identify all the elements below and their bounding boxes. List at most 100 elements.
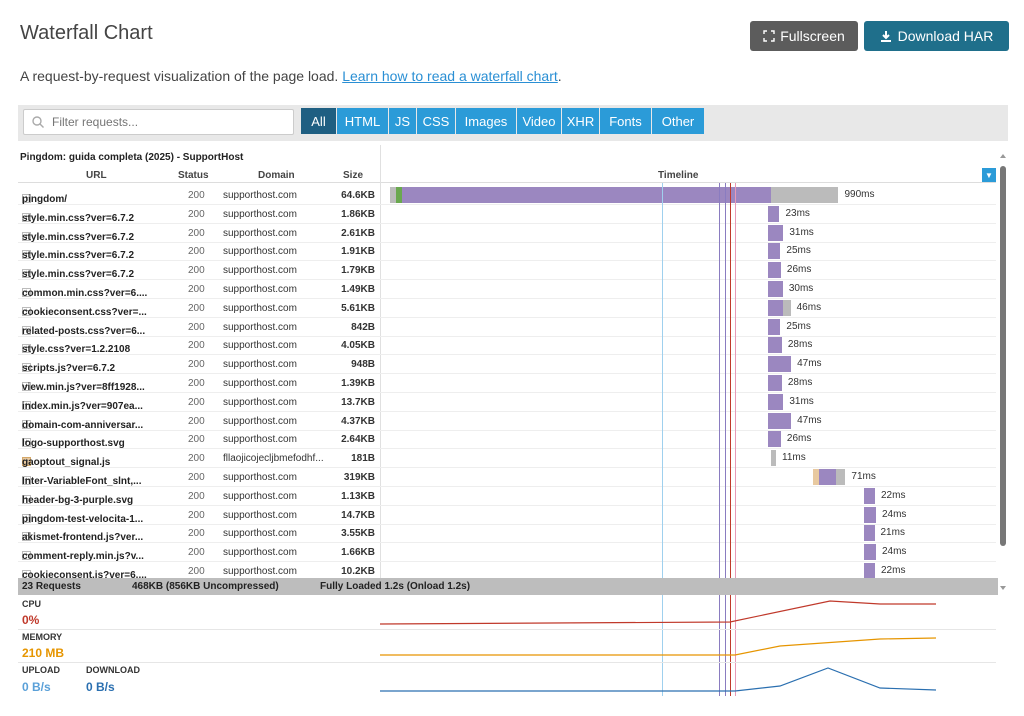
filter-tab-css[interactable]: CSS: [417, 108, 455, 134]
table-row[interactable]: + Inter-VariableFont_slnt,... 200 supportho…: [18, 468, 996, 487]
filter-tab-all[interactable]: All: [301, 108, 336, 134]
learn-waterfall-link[interactable]: Learn how to read a waterfall chart: [342, 68, 558, 84]
wf-wait[interactable]: [768, 224, 784, 241]
wf-wait[interactable]: [818, 469, 836, 485]
table-row[interactable]: + related-posts.css?ver=6... 200 supporthos…: [18, 318, 996, 337]
filter-search[interactable]: [23, 109, 294, 135]
expand-icon[interactable]: +: [22, 344, 31, 354]
wf-wait[interactable]: [864, 563, 875, 579]
row-url-text: related-posts.css?ver=6...: [22, 325, 146, 337]
wf-wait[interactable]: [402, 187, 771, 203]
table-row[interactable]: + pingdom-test-velocita-1... 200 supporthos…: [18, 506, 996, 525]
wf-wait[interactable]: [768, 356, 792, 373]
row-status: 200: [188, 472, 205, 483]
col-url[interactable]: URL: [86, 170, 107, 181]
site-title: Pingdom: guida completa (2025) - Support…: [20, 152, 244, 163]
table-row[interactable]: + domain-com-anniversar... 200 supporthost.…: [18, 412, 996, 431]
wf-wait[interactable]: [768, 412, 792, 429]
filter-tab-html[interactable]: HTML: [337, 108, 388, 134]
table-row[interactable]: + gaoptout_signal.js 200 fllaojicojecljbmef…: [18, 449, 996, 469]
filter-tab-fonts[interactable]: Fonts: [600, 108, 651, 134]
expand-icon[interactable]: +: [22, 476, 31, 485]
wf-blocked[interactable]: [390, 187, 396, 203]
expand-icon[interactable]: +: [22, 513, 31, 523]
expand-icon[interactable]: +: [22, 325, 31, 335]
table-row[interactable]: + style.min.css?ver=6.7.2 200 supporthost.c…: [18, 242, 996, 262]
timing-marker-line: [734, 183, 736, 696]
row-domain: supporthost.com: [223, 396, 297, 408]
wf-wait[interactable]: [768, 431, 781, 448]
table-row[interactable]: + style.min.css?ver=6.7.2 200 supporthost.c…: [18, 205, 996, 224]
table-row[interactable]: + logo-supporthost.svg 200 supporthost.com 2…: [18, 430, 996, 450]
row-size: 3.55KB: [341, 528, 375, 540]
row-size: 1.86KB: [341, 208, 375, 220]
wf-wait[interactable]: [768, 318, 781, 335]
expand-icon[interactable]: +: [22, 363, 31, 373]
expand-icon[interactable]: +: [22, 419, 31, 429]
wf-wait[interactable]: [768, 375, 782, 391]
filter-input[interactable]: [50, 114, 274, 130]
expand-icon[interactable]: +: [22, 288, 31, 297]
download-har-button[interactable]: Download HAR: [864, 21, 1009, 51]
timeline-dropdown[interactable]: ▼: [982, 168, 996, 182]
expand-icon[interactable]: +: [22, 400, 31, 410]
table-row[interactable]: + style.css?ver=1.2.2108 200 supporthost.co…: [18, 336, 996, 356]
row-status: 200: [188, 190, 205, 201]
row-url-text: cookieconsent.js?ver=6....: [22, 570, 147, 581]
row-url-text: common.min.css?ver=6....: [22, 288, 148, 299]
wf-wait[interactable]: [768, 337, 782, 354]
expand-icon[interactable]: +: [22, 231, 31, 241]
wf-receive[interactable]: [782, 299, 791, 316]
wf-dns[interactable]: [396, 187, 402, 203]
wf-wait[interactable]: [768, 205, 780, 222]
filter-tab-other[interactable]: Other: [652, 108, 704, 134]
wf-wait[interactable]: [768, 243, 781, 260]
expand-icon[interactable]: +: [22, 551, 31, 561]
expand-icon[interactable]: +: [22, 194, 31, 203]
expand-icon[interactable]: +: [22, 457, 31, 467]
table-row[interactable]: + view.min.js?ver=8ff1928... 200 supporthos…: [18, 374, 996, 393]
col-domain[interactable]: Domain: [258, 170, 295, 181]
table-row[interactable]: + scripts.js?ver=6.7.2 200 supporthost.com 9…: [18, 355, 996, 375]
expand-icon[interactable]: +: [22, 269, 31, 279]
table-row[interactable]: + cookieconsent.css?ver=... 200 supporthost…: [18, 299, 996, 318]
expand-icon[interactable]: +: [22, 212, 31, 222]
wf-wait[interactable]: [864, 506, 876, 523]
col-size[interactable]: Size: [343, 170, 364, 181]
wf-wait[interactable]: [768, 281, 783, 297]
col-timeline[interactable]: Timeline: [658, 170, 699, 181]
table-row[interactable]: + style.min.css?ver=6.7.2 200 supporthost.c…: [18, 261, 996, 281]
filter-tab-video[interactable]: Video: [517, 108, 561, 134]
expand-icon[interactable]: +: [22, 382, 31, 391]
expand-icon[interactable]: +: [22, 494, 31, 504]
wf-time-label: 30ms: [788, 283, 814, 294]
wf-wait[interactable]: [864, 487, 875, 504]
filter-tab-images[interactable]: Images: [456, 108, 516, 134]
wf-blocked[interactable]: [812, 469, 819, 485]
table-row[interactable]: + header-bg-3-purple.svg 200 supporthost.co…: [18, 487, 996, 506]
wf-wait[interactable]: [864, 525, 875, 542]
wf-wait[interactable]: [864, 544, 876, 561]
filter-tab-xhr[interactable]: XHR: [562, 108, 599, 134]
wf-receive[interactable]: [770, 450, 777, 467]
wf-wait[interactable]: [768, 299, 783, 316]
wf-time-label: 31ms: [789, 395, 814, 407]
table-row[interactable]: + style.min.css?ver=6.7.2 200 supporthost.c…: [18, 224, 996, 243]
table-row[interactable]: + common.min.css?ver=6.... 200 supporthost.…: [18, 280, 996, 299]
table-row[interactable]: + comment-reply.min.js?v... 200 supporthost…: [18, 543, 996, 563]
expand-icon[interactable]: +: [22, 306, 31, 316]
filter-tab-js[interactable]: JS: [389, 108, 416, 134]
table-row[interactable]: + akismet-frontend.js?ver... 200 supporthos…: [18, 524, 996, 544]
expand-icon[interactable]: +: [22, 532, 31, 542]
wf-wait[interactable]: [768, 393, 784, 410]
fullscreen-button[interactable]: Fullscreen: [750, 21, 858, 51]
expand-icon[interactable]: +: [22, 438, 31, 448]
col-status[interactable]: Status: [178, 170, 209, 181]
wf-receive[interactable]: [835, 469, 846, 485]
wf-wait[interactable]: [768, 262, 781, 279]
table-row[interactable]: + pingdom/200 supporthost.com 64.6KB: [18, 186, 996, 205]
table-row[interactable]: + index.min.js?ver=907ea... 200 supporthost…: [18, 393, 996, 412]
wf-receive[interactable]: [770, 187, 839, 203]
expand-icon[interactable]: +: [22, 250, 31, 260]
scrollbar[interactable]: [998, 150, 1008, 596]
